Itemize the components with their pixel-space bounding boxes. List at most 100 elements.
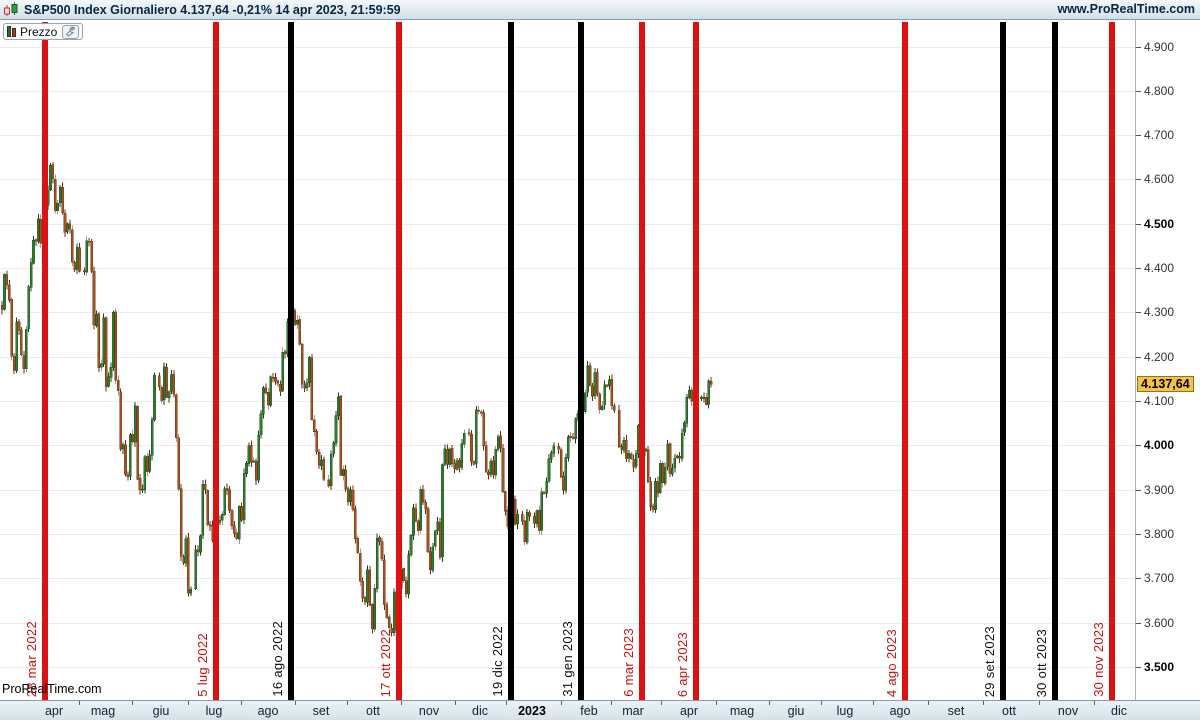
plot-area[interactable]: 28 mar 2022 5 lug 2022 16 ago 2022 17 ott 2… xyxy=(0,20,1135,700)
event-line-label: 17 ott 2022 xyxy=(378,628,393,697)
month-label: nov xyxy=(1057,704,1079,718)
event-line xyxy=(288,22,294,700)
month-label: 2023 xyxy=(518,704,546,718)
month-label: feb xyxy=(580,704,598,718)
event-line xyxy=(693,22,699,700)
y-axis-label: 4.700 xyxy=(1144,128,1175,143)
event-line-label: 19 dic 2022 xyxy=(490,626,505,697)
wrench-icon[interactable] xyxy=(62,24,80,39)
month-label: giu xyxy=(787,704,805,718)
y-axis-tick xyxy=(1136,445,1141,447)
y-axis-label: 3.800 xyxy=(1144,527,1175,542)
y-axis-tick xyxy=(1136,223,1141,225)
event-line xyxy=(42,22,48,700)
month-label: apr xyxy=(679,704,699,718)
event-line-label: 16 ago 2022 xyxy=(270,621,285,697)
title-bar: S&P500 Index Giornaliero 4.137,64 -0,21%… xyxy=(0,0,1200,20)
y-axis-tick xyxy=(1136,268,1141,270)
month-label: nov xyxy=(418,704,440,718)
y-axis-tick xyxy=(1136,578,1141,580)
event-line xyxy=(578,22,584,700)
y-axis-label: 4.900 xyxy=(1144,39,1175,54)
gridline xyxy=(0,268,1135,270)
x-axis-tick xyxy=(769,701,770,705)
event-line xyxy=(213,22,219,700)
event-line-label: 30 nov 2023 xyxy=(1091,622,1106,697)
legend-label: Prezzo xyxy=(20,24,58,39)
gridline xyxy=(0,622,1135,624)
y-axis-tick xyxy=(1136,534,1141,536)
y-axis-label: 3.700 xyxy=(1144,571,1175,586)
event-line xyxy=(1000,22,1006,700)
month-label: lug xyxy=(836,704,854,718)
chart-title: S&P500 Index Giornaliero 4.137,64 -0,21%… xyxy=(24,2,401,17)
x-axis-tick xyxy=(982,701,984,705)
y-axis-tick xyxy=(1136,135,1141,137)
x-axis-tick xyxy=(132,701,133,705)
watermark: ProRealTime.com xyxy=(2,682,102,696)
month-label: apr xyxy=(44,704,64,718)
y-axis-label: 3.900 xyxy=(1144,482,1175,497)
event-line xyxy=(396,22,402,700)
month-label: mag xyxy=(729,704,755,718)
y-axis-label: 4.200 xyxy=(1144,349,1175,364)
event-line-label: 6 apr 2023 xyxy=(675,631,690,697)
y-axis-label: 4.800 xyxy=(1144,83,1175,98)
y-axis-tick xyxy=(1136,489,1141,491)
y-axis-label: 4.600 xyxy=(1144,172,1175,187)
month-label: mag xyxy=(90,704,116,718)
y-axis-label: 4.100 xyxy=(1144,394,1175,409)
y-axis-label: 4.400 xyxy=(1144,261,1175,276)
x-axis-tick xyxy=(241,701,242,705)
y-axis-tick xyxy=(1136,312,1141,314)
gridline xyxy=(0,534,1135,536)
event-line-label: 5 lug 2022 xyxy=(195,633,210,697)
gridline xyxy=(0,578,1135,580)
month-label: dic xyxy=(472,704,488,718)
gridline xyxy=(0,223,1135,225)
x-axis-tick xyxy=(78,701,80,705)
month-label: set xyxy=(312,704,330,718)
website-link[interactable]: www.ProRealTime.com xyxy=(1057,2,1195,16)
gridline xyxy=(0,312,1135,314)
event-line xyxy=(508,22,514,700)
month-label: mar xyxy=(622,704,644,718)
price-legend[interactable]: Prezzo xyxy=(3,23,84,40)
x-axis-tick xyxy=(506,701,507,705)
month-label: ago xyxy=(257,704,279,718)
y-axis-label: 4.000 xyxy=(1144,438,1175,453)
event-line-label: 30 ott 2023 xyxy=(1034,628,1049,697)
x-axis-tick xyxy=(928,701,929,705)
x-axis-tick xyxy=(715,701,717,705)
event-line-label: 29 set 2023 xyxy=(982,625,997,697)
y-axis-tick xyxy=(1136,667,1141,668)
y-axis-tick xyxy=(1136,622,1141,624)
candles-canvas[interactable] xyxy=(0,20,1135,700)
month-label: dic xyxy=(1111,704,1127,718)
x-axis-tick xyxy=(661,701,662,705)
y-axis-tick xyxy=(1136,46,1141,48)
event-line-label: 31 gen 2023 xyxy=(560,621,575,697)
y-axis-tick xyxy=(1136,179,1141,181)
y-axis-label: 4.500 xyxy=(1144,216,1175,231)
price-series-icon xyxy=(7,26,16,37)
y-axis-tick xyxy=(1136,401,1141,403)
y-axis-tick xyxy=(1136,356,1141,358)
x-axis-tick xyxy=(401,701,402,705)
event-line xyxy=(902,22,908,700)
gridline xyxy=(0,356,1135,358)
event-line xyxy=(639,22,645,700)
y-axis-label: 3.600 xyxy=(1144,615,1175,630)
y-axis-label: 3.500 xyxy=(1144,660,1175,674)
gridline xyxy=(0,667,1135,668)
gridline xyxy=(0,90,1135,92)
time-axis[interactable]: apr mag giu lug ago set ott nov dic 2023 feb mar apr… xyxy=(0,700,1200,720)
y-axis-tick xyxy=(1136,90,1141,92)
candlestick-pair-icon xyxy=(4,2,18,16)
gridline xyxy=(0,489,1135,491)
x-axis-tick xyxy=(560,701,562,705)
month-label: set xyxy=(947,704,965,718)
month-label: lug xyxy=(205,704,223,718)
price-axis[interactable]: 4.900 4.800 4.700 4.600 4.500 4.400 4.300 4.200… xyxy=(1135,20,1200,700)
gridline xyxy=(0,401,1135,403)
